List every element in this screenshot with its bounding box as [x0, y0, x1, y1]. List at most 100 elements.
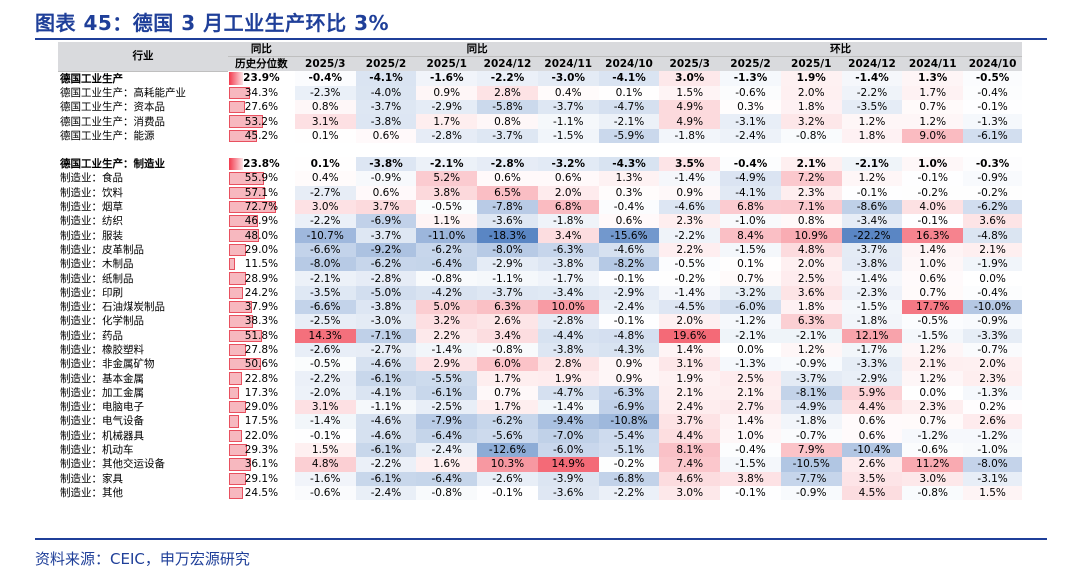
yoy-value-cell: 0.1%	[598, 85, 660, 101]
percentile-bar	[228, 129, 258, 142]
yoy-value-cell: 14.3%	[294, 328, 356, 343]
mom-value-cell: -4.9%	[720, 171, 781, 186]
mom-value-cell: -0.5%	[659, 257, 721, 272]
yoy-value-cell: -2.8%	[355, 271, 417, 286]
mom-value-cell: -3.1%	[720, 114, 781, 129]
mom-value-cell: -8.6%	[841, 199, 903, 215]
row-label: 制造业：木制品	[60, 258, 134, 271]
yoy-value-cell: 1.5%	[294, 442, 356, 458]
table-row: 制造业：加工金属 17.3% -2.0% -4.1% -6.1% 0.7% -4.7% -6.…	[58, 385, 1022, 401]
mom-value-cell: 19.6%	[659, 328, 721, 343]
yoy-value-cell: 1.9%	[537, 371, 599, 386]
mom-value-cell: -8.1%	[780, 385, 842, 401]
header-period: 2025/2	[720, 56, 781, 71]
percentile-cell: 11.5%	[228, 257, 295, 271]
mom-value-cell: -1.8%	[780, 414, 842, 429]
header-group-yoy: 同比	[294, 42, 660, 57]
yoy-value-cell: 0.9%	[598, 371, 660, 386]
yoy-value-cell: -10.8%	[598, 414, 660, 429]
mom-value-cell: 0.3%	[720, 100, 781, 115]
percentile-value: 29.0%	[244, 401, 279, 414]
yoy-value-cell: -2.9%	[477, 257, 538, 272]
yoy-value-cell: -2.7%	[355, 342, 417, 358]
mom-value-cell: 4.5%	[841, 485, 903, 501]
header-period: 2025/1	[780, 56, 842, 71]
percentile-value: 34.3%	[244, 86, 279, 99]
percentile-value: 22.0%	[244, 429, 279, 442]
row-label: 制造业：食品	[60, 172, 123, 185]
mom-value-cell: -0.1%	[720, 485, 781, 501]
yoy-value-cell: -6.1%	[416, 385, 478, 401]
yoy-value-cell: -2.1%	[598, 114, 660, 129]
mom-value-cell: -0.2%	[902, 185, 964, 200]
percentile-value: 55.9%	[244, 172, 279, 185]
percentile-value: 53.2%	[244, 115, 279, 128]
mom-value-cell: 4.4%	[841, 400, 903, 415]
mom-value-cell: -1.0%	[720, 214, 781, 229]
mom-value-cell: -8.0%	[963, 457, 1022, 472]
mom-value-cell: -0.1%	[841, 185, 903, 200]
percentile-cell: 27.8%	[228, 343, 295, 357]
yoy-value-cell: 0.6%	[477, 171, 538, 186]
mom-value-cell: -0.2%	[963, 185, 1022, 200]
mom-value-cell: 0.7%	[902, 285, 964, 300]
mom-value-cell: 1.0%	[902, 257, 964, 272]
yoy-value-cell: -3.7%	[355, 228, 417, 243]
yoy-value-cell: -2.6%	[294, 342, 356, 358]
header-row-2: 历史分位数 2025/3 2025/2 2025/1 2024/12 2024/…	[58, 56, 1022, 71]
yoy-value-cell: -3.8%	[355, 156, 417, 172]
yoy-value-cell: -2.9%	[416, 100, 478, 115]
yoy-value-cell: -3.7%	[477, 285, 538, 300]
percentile-cell: 23.9%	[228, 71, 295, 86]
mom-value-cell: 7.2%	[780, 171, 842, 186]
percentile-bar	[228, 315, 253, 328]
yoy-value-cell: -7.9%	[416, 414, 478, 429]
row-label: 制造业：机动车	[60, 444, 134, 457]
mom-value-cell: -1.5%	[902, 328, 964, 343]
mom-value-cell: -1.2%	[720, 314, 781, 329]
percentile-value: 72.7%	[244, 201, 279, 214]
yoy-value-cell: 2.8%	[477, 85, 538, 101]
percentile-cell: 17.5%	[228, 414, 295, 428]
mom-value-cell: -22.2%	[841, 228, 903, 243]
row-label: 制造业：烟草	[60, 201, 123, 214]
table-row: 制造业：非金属矿物 50.6% -0.5% -4.6% 2.9% 6.0% 2.8% 0.9%…	[58, 357, 1022, 372]
yoy-value-cell: 6.5%	[477, 185, 538, 200]
yoy-value-cell: -3.8%	[537, 342, 599, 358]
percentile-bar	[228, 200, 276, 214]
yoy-value-cell: -4.2%	[416, 285, 478, 300]
yoy-value-cell: -12.6%	[477, 442, 538, 458]
percentile-bar	[228, 386, 239, 400]
row-label: 制造业：其他	[60, 486, 123, 499]
yoy-value-cell: 2.2%	[416, 328, 478, 343]
mom-value-cell: -0.9%	[963, 314, 1022, 329]
percentile-cell: 55.9%	[228, 171, 295, 185]
percentile-cell: 38.3%	[228, 314, 295, 328]
mom-value-cell: 3.0%	[659, 71, 721, 86]
percentile-bar	[228, 186, 266, 199]
yoy-value-cell: -8.0%	[477, 242, 538, 258]
yoy-value-cell: -3.8%	[355, 114, 417, 129]
percentile-value: 29.1%	[244, 472, 279, 485]
mom-value-cell: -0.7%	[963, 342, 1022, 358]
mom-value-cell: 2.1%	[963, 242, 1022, 258]
yoy-value-cell: -3.7%	[355, 100, 417, 115]
mom-value-cell: -1.4%	[841, 71, 903, 86]
row-label: 德国工业生产：制造业	[60, 158, 165, 171]
yoy-value-cell: -6.1%	[355, 471, 417, 486]
mom-value-cell: -3.7%	[841, 242, 903, 258]
mom-value-cell: 2.3%	[659, 214, 721, 229]
yoy-value-cell: -4.6%	[355, 357, 417, 372]
row-label: 德国工业生产：消费品	[60, 115, 165, 128]
yoy-value-cell: -0.8%	[477, 342, 538, 358]
yoy-value-cell: -4.1%	[355, 71, 417, 86]
yoy-value-cell: -5.8%	[477, 100, 538, 115]
yoy-value-cell: -0.6%	[294, 485, 356, 501]
percentile-value: 50.6%	[244, 358, 279, 371]
yoy-value-cell: -3.7%	[477, 128, 538, 143]
mom-value-cell: 0.7%	[902, 100, 964, 115]
mom-value-cell: 0.0%	[979, 272, 1006, 285]
mom-value-cell: 6.3%	[780, 314, 842, 329]
yoy-value-cell: -2.2%	[477, 71, 538, 86]
mom-value-cell: -0.4%	[720, 156, 781, 172]
